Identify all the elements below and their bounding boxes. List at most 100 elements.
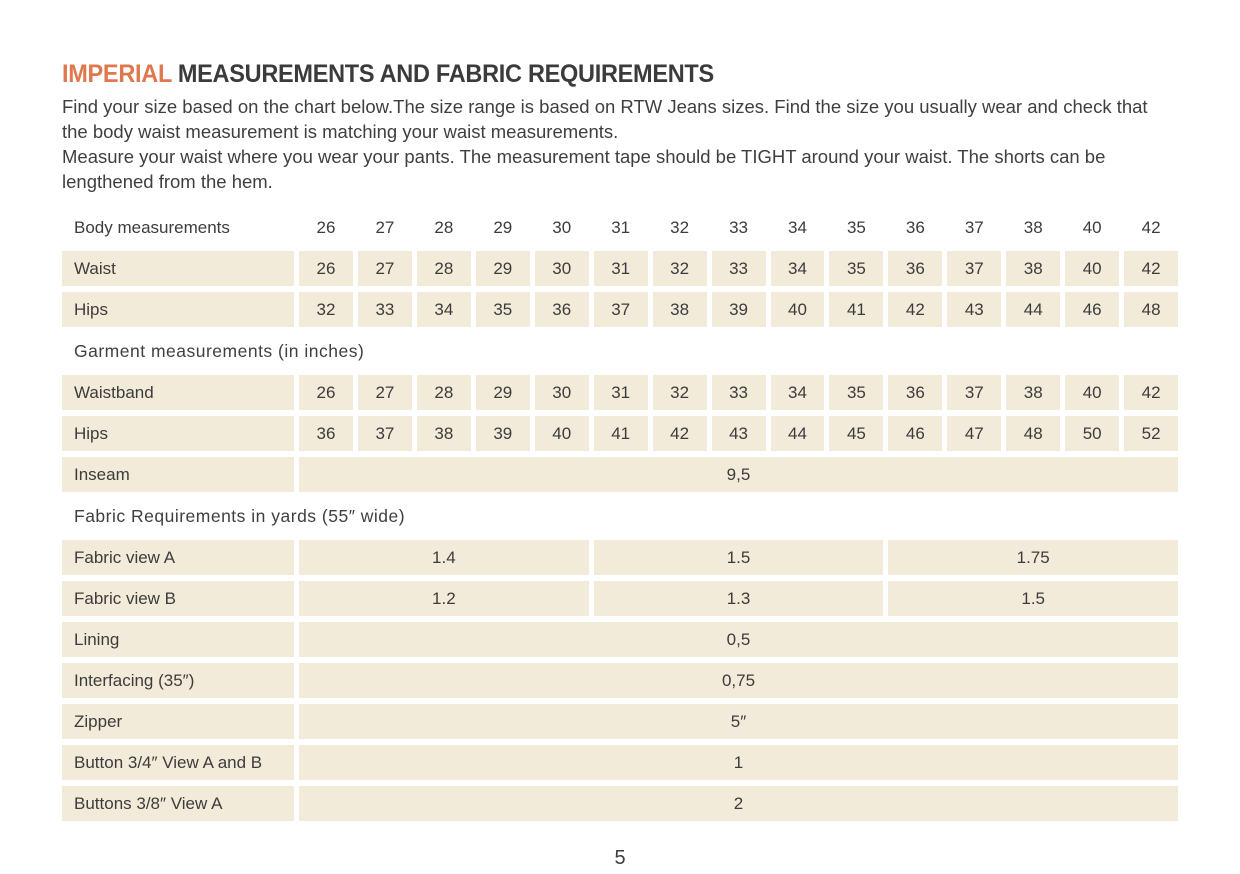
garment-row-waistband-value: 40 (1065, 375, 1120, 410)
notion-row-zipper: Zipper 5″ (62, 704, 1178, 739)
notion-row-button-3-4-view-a-and-b-label: Button 3/4″ View A and B (62, 745, 294, 780)
garment-row-waistband: Waistband 26 27 28 29 30 31 32 33 34 35 36 37 38 40 42 (62, 375, 1179, 410)
notion-row-lining-label: Lining (62, 622, 294, 657)
garment-row-hips-value: 37 (357, 416, 412, 451)
body-row-waist-value: 26 (299, 251, 353, 286)
body-row-waist-value: 31 (593, 251, 648, 286)
fabric-row-view-b-label: Fabric view B (62, 581, 294, 616)
fabric-section-header: Fabric Requirements in yards (55″ wide) (74, 505, 406, 526)
garment-row-waistband-value: 31 (593, 375, 648, 410)
body-row-hips-value: 40 (770, 292, 825, 327)
inseam-row-label: Inseam (62, 457, 294, 492)
body-row-hips-value: 33 (357, 292, 412, 327)
inseam-row-value: 9,5 (299, 457, 1178, 492)
fabric-row-view-a: Fabric view A 1.4 1.5 1.75 (62, 540, 1179, 575)
notion-row-lining: Lining 0,5 (62, 622, 1178, 657)
notion-row-buttons-3-8-view-a-label: Buttons 3/8″ View A (62, 786, 294, 821)
intro-paragraph-2: Measure your waist where you wear your p… (62, 146, 1106, 192)
garment-row-waistband-value: 26 (299, 375, 353, 410)
fabric-row-view-b: Fabric view B 1.2 1.3 1.5 (62, 581, 1179, 616)
page-title-rest: MEASUREMENTS AND FABRIC REQUIREMENTS (171, 60, 714, 88)
body-row-hips-value: 35 (475, 292, 530, 327)
size-header-row-size: 35 (846, 217, 866, 237)
notion-row-interfacing-35-label: Interfacing (35″) (62, 663, 294, 698)
notion-row-interfacing-35: Interfacing (35″) 0,75 (62, 663, 1178, 698)
body-row-hips-value: 34 (416, 292, 471, 327)
garment-row-waistband-value: 30 (534, 375, 589, 410)
garment-row-hips-value: 44 (770, 416, 825, 451)
garment-row-hips-value: 41 (593, 416, 648, 451)
garment-row-hips-value: 38 (416, 416, 471, 451)
garment-row-hips-value: 36 (299, 416, 353, 451)
intro-paragraph-1: Find your size based on the chart below.… (62, 96, 1148, 142)
garment-row-waistband-value: 32 (652, 375, 707, 410)
garment-row-waistband-label: Waistband (62, 375, 294, 410)
garment-row-hips-value: 43 (711, 416, 766, 451)
body-row-waist-value: 28 (416, 251, 471, 286)
fabric-row-view-a-label: Fabric view A (62, 540, 294, 575)
size-header-row-size: 36 (905, 217, 925, 237)
garment-row-hips-value: 40 (534, 416, 589, 451)
garment-row-hips-value: 52 (1124, 416, 1179, 451)
size-header-row-size: 38 (1023, 217, 1043, 237)
size-header-row-size: 28 (434, 217, 454, 237)
body-row-waist-value: 30 (534, 251, 589, 286)
body-row-waist-value: 35 (829, 251, 884, 286)
fabric-row-view-b-value: 1.2 (299, 581, 589, 616)
notion-row-button-3-4-view-a-and-b-value: 1 (299, 745, 1178, 780)
size-header-row-size: 31 (611, 217, 631, 237)
garment-row-hips-value: 45 (829, 416, 884, 451)
size-header-row-size: 30 (552, 217, 572, 237)
inseam-row: Inseam 9,5 (62, 457, 1178, 492)
garment-row-hips-value: 50 (1065, 416, 1120, 451)
garment-row-waistband-value: 35 (829, 375, 884, 410)
size-header-row-size: 40 (1082, 217, 1102, 237)
body-row-waist: Waist 26 27 28 29 30 31 32 33 34 35 36 37 38 40 42 (62, 251, 1179, 286)
notion-row-buttons-3-8-view-a-value: 2 (299, 786, 1178, 821)
body-row-hips-value: 36 (534, 292, 589, 327)
body-row-hips-value: 42 (888, 292, 943, 327)
garment-row-waistband-value: 37 (947, 375, 1002, 410)
garment-row-waistband-value: 28 (416, 375, 471, 410)
size-header-row-size: 26 (316, 217, 336, 237)
garment-row-waistband-value: 36 (888, 375, 943, 410)
body-row-waist-value: 37 (947, 251, 1002, 286)
body-row-hips-value: 43 (947, 292, 1002, 327)
fabric-row-view-b-value: 1.5 (888, 581, 1179, 616)
garment-row-hips-value: 48 (1006, 416, 1061, 451)
garment-row-waistband-value: 42 (1124, 375, 1179, 410)
body-row-hips-value: 44 (1006, 292, 1061, 327)
garment-row-hips-label: Hips (62, 416, 294, 451)
garment-row-hips-value: 46 (888, 416, 943, 451)
notion-row-lining-value: 0,5 (299, 622, 1178, 657)
notion-row-zipper-value: 5″ (299, 704, 1178, 739)
body-row-hips-value: 32 (299, 292, 353, 327)
size-header-row-size: 33 (729, 217, 748, 237)
body-row-hips-value: 48 (1124, 292, 1179, 327)
body-row-waist-value: 27 (357, 251, 412, 286)
garment-row-waistband-value: 38 (1006, 375, 1061, 410)
size-header-row-size: 32 (670, 217, 690, 237)
size-header-row-label: Body measurements (74, 217, 230, 237)
body-row-waist-value: 42 (1124, 251, 1179, 286)
page-number: 5 (614, 847, 626, 869)
body-row-hips-value: 41 (829, 292, 884, 327)
body-row-hips-value: 38 (652, 292, 707, 327)
body-row-waist-value: 38 (1006, 251, 1061, 286)
body-row-waist-label: Waist (62, 251, 294, 286)
size-header-row-size: 34 (788, 217, 807, 237)
notion-row-interfacing-35-value: 0,75 (299, 663, 1178, 698)
size-header-row-size: 42 (1141, 217, 1161, 237)
garment-section-header: Garment measurements (in inches) (74, 340, 365, 361)
page-title: IMPERIAL MEASUREMENTS AND FABRIC REQUIRE… (62, 60, 1111, 89)
garment-row-waistband-value: 29 (475, 375, 530, 410)
body-row-hips-value: 37 (593, 292, 648, 327)
measurement-chart: Body measurements 26 27 28 29 30 31 32 33 34 35 36 3… (62, 210, 1179, 821)
fabric-row-view-a-value: 1.5 (593, 540, 884, 575)
fabric-row-view-a-value: 1.75 (888, 540, 1179, 575)
body-row-waist-value: 36 (888, 251, 943, 286)
body-row-hips-value: 39 (711, 292, 766, 327)
body-row-hips-value: 46 (1065, 292, 1120, 327)
